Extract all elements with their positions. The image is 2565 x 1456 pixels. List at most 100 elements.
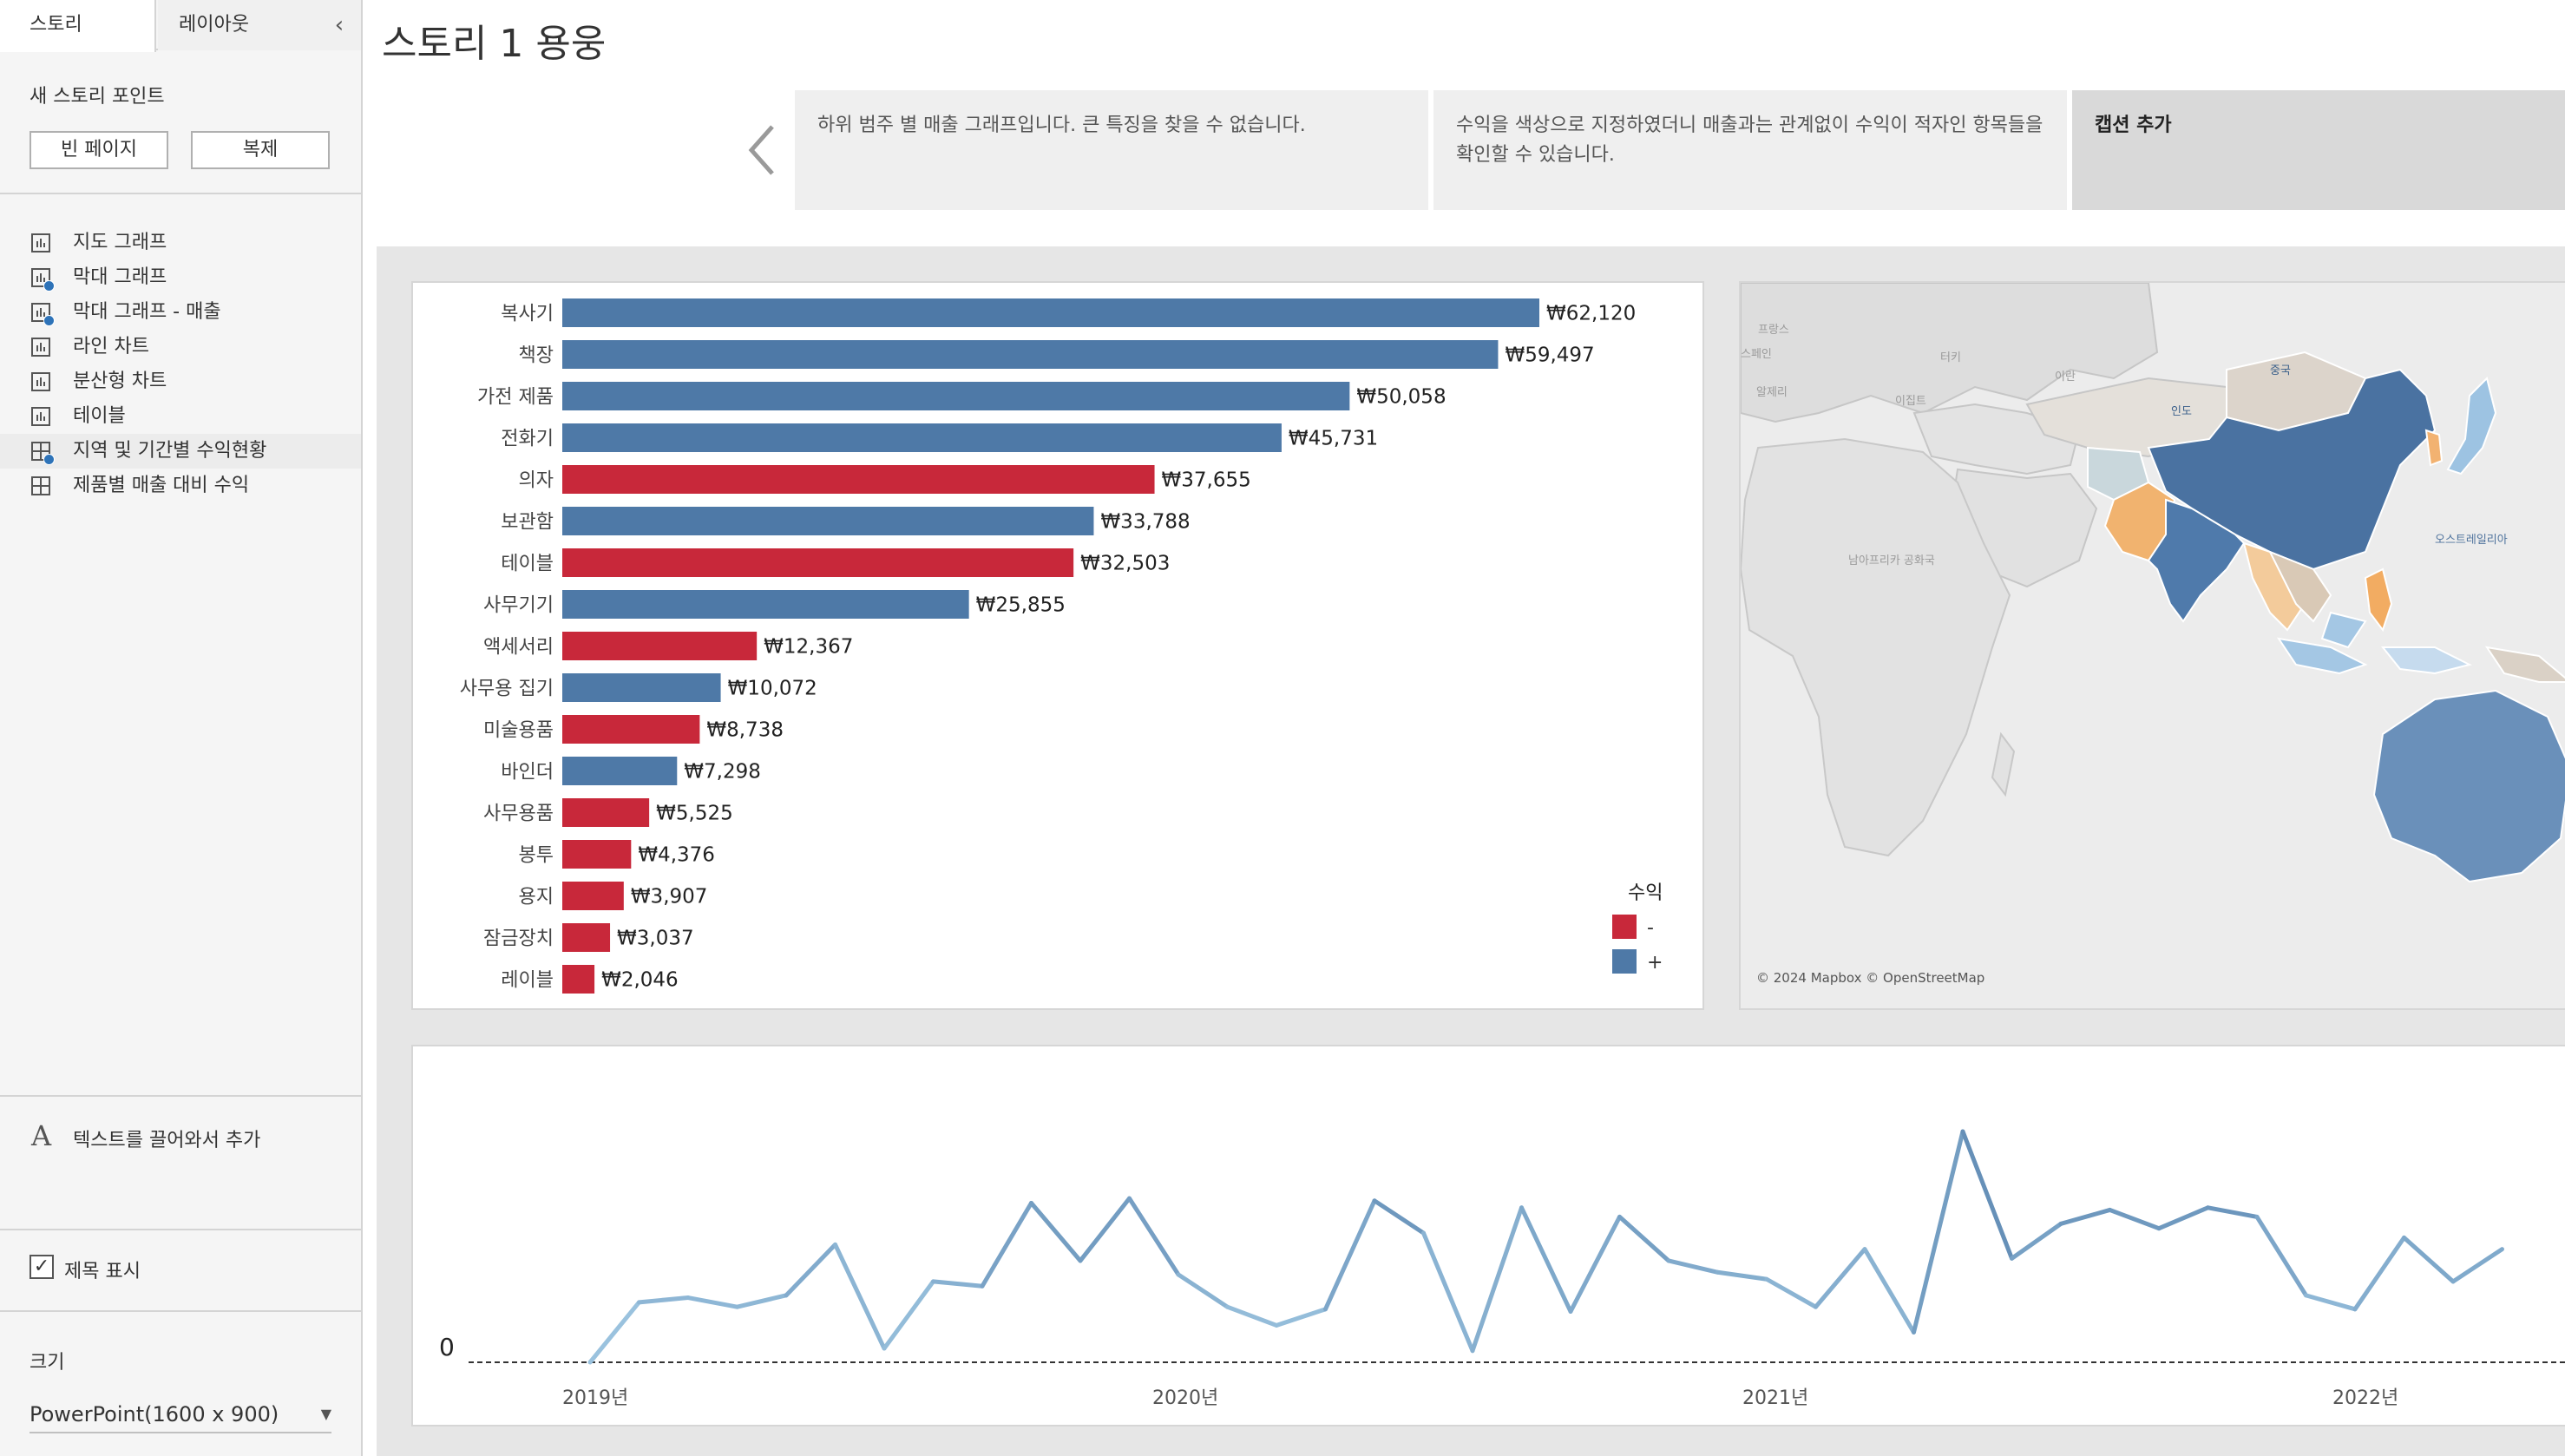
line-segment[interactable] xyxy=(1862,1247,1916,1335)
line-segment[interactable] xyxy=(1323,1198,1377,1312)
line-segment[interactable] xyxy=(1764,1276,1818,1309)
story-title[interactable]: 스토리 1 용웅 xyxy=(382,22,607,66)
profit-map-panel[interactable]: 프랑스 스페인 터키 이란 알제리 이집트 중국 인도 오스트레일리아 남아프리… xyxy=(1739,281,2565,1010)
story-point-caption[interactable]: 수익을 색상으로 지정하였더니 매출과는 관계없이 수익이 적자인 항목들을 확… xyxy=(1433,90,2067,210)
zero-label: 0 xyxy=(439,1333,455,1361)
map-label: 터키 xyxy=(1940,351,1961,364)
bar[interactable] xyxy=(562,340,1499,369)
map-label: 알제리 xyxy=(1756,386,1788,399)
line-segment[interactable] xyxy=(1127,1196,1181,1277)
story-point-caption[interactable]: 하위 범주 별 매출 그래프입니다. 큰 특징을 찾을 수 없습니다. xyxy=(795,90,1428,210)
bar[interactable] xyxy=(562,757,678,785)
line-segment[interactable] xyxy=(587,1300,641,1365)
line-segment[interactable] xyxy=(1960,1129,2014,1261)
sheet-label: 분산형 차트 xyxy=(73,371,167,392)
map-label: 프랑스 xyxy=(1758,324,1789,337)
bar[interactable] xyxy=(562,882,624,910)
line-segment[interactable] xyxy=(1912,1129,1965,1335)
line-segment[interactable] xyxy=(980,1200,1033,1289)
bar[interactable] xyxy=(562,923,611,952)
tab-layout[interactable]: 레이아웃 xyxy=(158,0,361,50)
category-label: 바인더 xyxy=(501,762,554,784)
bar-chart-icon xyxy=(31,338,50,357)
legend-swatch[interactable] xyxy=(1612,949,1637,974)
line-segment[interactable] xyxy=(2156,1205,2210,1231)
line-segment[interactable] xyxy=(2352,1235,2406,1312)
line-segment[interactable] xyxy=(1078,1196,1132,1263)
sheet-item[interactable]: 지역 및 기간별 수익현황 xyxy=(0,434,361,469)
profit-map[interactable]: 프랑스 스페인 터키 이란 알제리 이집트 중국 인도 오스트레일리아 남아프리… xyxy=(1741,283,2565,1008)
sheet-used-check-icon xyxy=(43,315,55,326)
add-caption-button[interactable]: 캡션 추가 xyxy=(2072,90,2565,210)
bar[interactable] xyxy=(562,548,1074,577)
value-label: ₩2,046 xyxy=(601,969,679,992)
line-segment[interactable] xyxy=(637,1295,691,1305)
bar[interactable] xyxy=(562,507,1094,535)
bar[interactable] xyxy=(562,840,632,869)
bar[interactable] xyxy=(562,798,650,827)
bar[interactable] xyxy=(562,590,969,619)
collapse-icon[interactable]: ‹ xyxy=(334,12,344,38)
duplicate-button[interactable]: 복제 xyxy=(191,131,330,169)
line-segment[interactable] xyxy=(1666,1258,1720,1275)
sidebar-tabs: 스토리 레이아웃 ‹ xyxy=(0,0,361,52)
line-segment[interactable] xyxy=(1470,1205,1524,1354)
line-segment[interactable] xyxy=(1421,1230,1475,1354)
sheet-item[interactable]: 라인 차트 xyxy=(0,330,361,364)
line-segment[interactable] xyxy=(1225,1304,1279,1328)
bar[interactable] xyxy=(562,382,1350,410)
line-segment[interactable] xyxy=(1814,1247,1867,1309)
line-segment[interactable] xyxy=(1715,1269,1769,1282)
legend-label: - xyxy=(1647,917,1654,939)
line-segment[interactable] xyxy=(784,1242,837,1298)
bar[interactable] xyxy=(562,673,721,702)
line-segment[interactable] xyxy=(1029,1200,1083,1263)
line-segment[interactable] xyxy=(931,1279,985,1289)
line-segment[interactable] xyxy=(1274,1307,1328,1328)
sheet-item[interactable]: 막대 그래프 - 매출 xyxy=(0,295,361,330)
sheet-item[interactable]: 분산형 차트 xyxy=(0,364,361,399)
legend-swatch[interactable] xyxy=(1612,915,1637,939)
line-segment[interactable] xyxy=(2254,1214,2308,1298)
line-segment[interactable] xyxy=(1617,1214,1671,1263)
sheet-item[interactable]: 테이블 xyxy=(0,399,361,434)
line-segment[interactable] xyxy=(1519,1205,1573,1314)
chevron-left-icon[interactable] xyxy=(746,121,777,179)
line-segment[interactable] xyxy=(2010,1221,2063,1261)
tab-story[interactable]: 스토리 xyxy=(0,0,156,52)
line-segment[interactable] xyxy=(1372,1198,1426,1236)
line-segment[interactable] xyxy=(2402,1235,2456,1284)
sheet-item[interactable]: 제품별 매출 대비 수익 xyxy=(0,469,361,503)
line-segment[interactable] xyxy=(2058,1207,2112,1226)
sheet-item[interactable]: 지도 그래프 xyxy=(0,226,361,260)
sheet-item[interactable]: 막대 그래프 xyxy=(0,260,361,295)
bar[interactable] xyxy=(562,423,1282,452)
line-segment[interactable] xyxy=(2304,1293,2358,1312)
show-title-checkbox[interactable]: ✓ xyxy=(30,1255,54,1279)
line-segment[interactable] xyxy=(686,1295,739,1309)
line-segment[interactable] xyxy=(1176,1272,1230,1309)
line-segment[interactable] xyxy=(1568,1214,1622,1314)
bar[interactable] xyxy=(562,632,758,660)
category-label: 레이블 xyxy=(501,970,554,992)
bar[interactable] xyxy=(562,715,700,744)
bar[interactable] xyxy=(562,298,1539,327)
bar[interactable] xyxy=(562,465,1155,494)
bar[interactable] xyxy=(562,965,595,994)
line-segment[interactable] xyxy=(2108,1207,2162,1231)
category-label: 복사기 xyxy=(501,304,554,325)
line-segment[interactable] xyxy=(2450,1247,2504,1284)
divider xyxy=(0,1229,361,1230)
line-segment[interactable] xyxy=(735,1293,789,1309)
line-segment[interactable] xyxy=(833,1242,887,1351)
blank-page-button[interactable]: 빈 페이지 xyxy=(30,131,168,169)
sheet-label: 막대 그래프 xyxy=(73,266,167,288)
show-title-label: 제목 표시 xyxy=(64,1261,141,1282)
chevron-down-icon: ▼ xyxy=(320,1406,331,1422)
line-segment[interactable] xyxy=(2206,1205,2260,1219)
x-tick-label: 2020년 xyxy=(1152,1387,1218,1409)
category-label: 전화기 xyxy=(501,429,554,450)
sheet-label: 지역 및 기간별 수익현황 xyxy=(73,440,267,462)
size-select[interactable]: PowerPoint(1600 x 900) ▼ xyxy=(30,1395,331,1433)
line-segment[interactable] xyxy=(882,1279,935,1351)
